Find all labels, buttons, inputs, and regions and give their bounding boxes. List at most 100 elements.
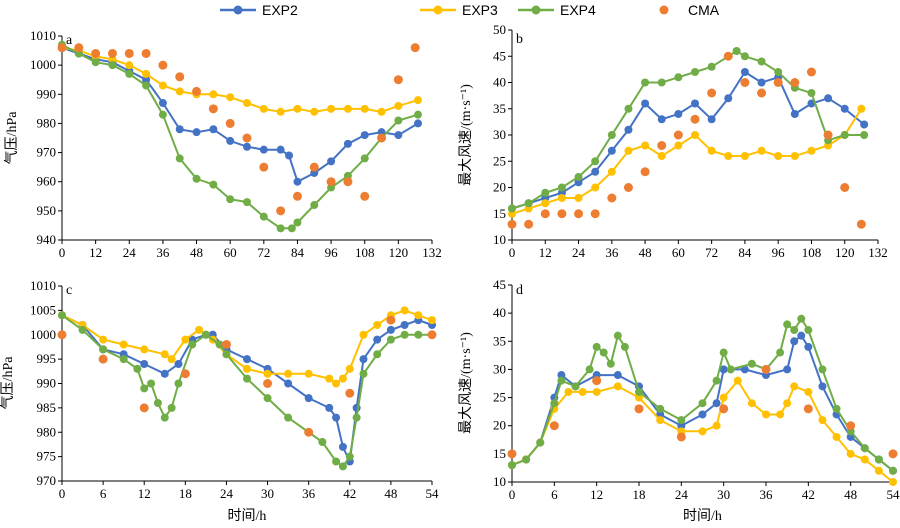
- data-point: [394, 101, 403, 110]
- y-tick-label: 20: [493, 418, 506, 433]
- x-tick-label: 12: [89, 245, 102, 260]
- data-point: [141, 48, 151, 58]
- data-point: [158, 110, 167, 119]
- data-point: [740, 365, 749, 374]
- y-tick-label: 990: [37, 86, 57, 101]
- data-point: [243, 355, 251, 364]
- x-axis-label: 时间/h: [683, 508, 722, 524]
- data-point: [832, 432, 841, 441]
- data-point: [719, 365, 728, 374]
- data-point: [142, 81, 151, 90]
- data-point: [585, 365, 594, 374]
- series-exp3: [508, 104, 866, 218]
- data-point: [541, 199, 550, 208]
- data-point: [832, 404, 841, 413]
- data-point: [574, 194, 583, 202]
- y-tick-label: 980: [37, 115, 57, 130]
- panel-d: 10 15 20 25 30 35 40 45 0 6 12 18 24 30 36 42 48 54 d 最大风速/…: [458, 277, 900, 524]
- data-point: [91, 58, 100, 67]
- data-point: [195, 325, 204, 334]
- data-point: [599, 348, 608, 357]
- x-tick-label: 54: [887, 487, 900, 502]
- data-point: [377, 107, 386, 116]
- y-tick-label: 35: [493, 333, 506, 348]
- y-tick-label: 15: [493, 446, 506, 461]
- data-point: [790, 152, 799, 160]
- data-point: [691, 99, 699, 108]
- data-point: [623, 183, 633, 192]
- data-point: [226, 195, 235, 204]
- data-point: [712, 421, 721, 430]
- data-point: [147, 379, 156, 388]
- y-axis-label: 气压/hPa: [4, 111, 20, 165]
- legend-marker: [659, 5, 669, 15]
- x-tick-label: 0: [59, 245, 66, 260]
- x-tick-label: 60: [224, 245, 237, 260]
- x-tick-label: 36: [156, 245, 170, 260]
- data-point: [757, 57, 766, 66]
- data-point: [592, 387, 601, 396]
- data-point: [99, 345, 108, 354]
- x-tick-label: 24: [220, 486, 234, 501]
- x-tick-label: 0: [509, 245, 516, 260]
- data-point: [338, 462, 347, 471]
- x-tick-label: 36: [302, 486, 316, 501]
- data-point: [806, 67, 816, 77]
- data-point: [719, 348, 728, 357]
- data-point: [413, 110, 422, 119]
- data-point: [656, 416, 665, 425]
- x-tick-label: 120: [389, 245, 409, 260]
- data-point: [613, 331, 622, 340]
- y-tick-label: 15: [493, 206, 506, 221]
- y-tick-label: 10: [493, 474, 506, 489]
- data-point: [578, 387, 587, 396]
- data-point: [712, 376, 721, 385]
- data-point: [400, 306, 409, 315]
- data-point: [874, 455, 883, 464]
- data-point: [674, 110, 683, 118]
- data-point: [641, 141, 650, 150]
- data-point: [57, 43, 67, 53]
- data-point: [181, 335, 190, 344]
- x-tick-label: 48: [384, 486, 397, 501]
- legend-label: EXP3: [462, 2, 498, 18]
- data-point: [676, 432, 686, 442]
- data-point: [345, 452, 354, 461]
- data-point: [377, 133, 387, 143]
- x-tick-label: 48: [844, 487, 857, 502]
- data-point: [222, 350, 231, 359]
- data-point: [550, 399, 559, 408]
- data-point: [263, 379, 273, 388]
- data-point: [413, 96, 422, 105]
- data-point: [310, 107, 319, 116]
- series-cma: [507, 51, 866, 229]
- data-point: [91, 48, 101, 58]
- data-point: [304, 369, 313, 378]
- data-point: [613, 371, 622, 380]
- series-cma: [507, 364, 898, 459]
- legend-entry-exp3: EXP3: [420, 2, 498, 18]
- data-point: [797, 314, 806, 323]
- series-exp4: [508, 47, 869, 213]
- data-point: [125, 69, 134, 78]
- x-tick-label: 36: [760, 487, 774, 502]
- x-tick-label: 108: [355, 245, 375, 260]
- data-point: [508, 461, 516, 470]
- data-point: [557, 371, 566, 380]
- data-point: [620, 342, 629, 351]
- data-point: [557, 209, 567, 219]
- data-point: [209, 90, 218, 99]
- data-point: [723, 51, 733, 61]
- x-tick-label: 84: [291, 245, 305, 260]
- data-point: [74, 43, 84, 53]
- y-tick-label: 1010: [30, 278, 56, 293]
- data-point: [574, 173, 583, 181]
- x-tick-label: 96: [772, 245, 786, 260]
- data-point: [400, 321, 409, 329]
- x-tick-label: 48: [639, 245, 652, 260]
- x-tick-label: 6: [100, 486, 107, 501]
- y-tick-label: 25: [493, 153, 506, 168]
- data-point: [332, 457, 341, 466]
- x-tick-label: 48: [190, 245, 203, 260]
- data-point: [677, 421, 686, 430]
